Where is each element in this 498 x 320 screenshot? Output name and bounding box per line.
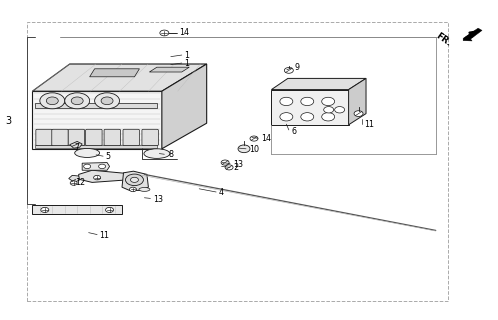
Polygon shape xyxy=(70,141,82,148)
Text: 4: 4 xyxy=(219,188,224,197)
Text: 5: 5 xyxy=(106,152,111,161)
Polygon shape xyxy=(69,175,80,182)
Circle shape xyxy=(335,107,345,113)
Text: 14: 14 xyxy=(261,134,271,143)
Text: 14: 14 xyxy=(179,28,189,37)
Text: 11: 11 xyxy=(365,120,374,129)
FancyArrowPatch shape xyxy=(466,32,475,38)
Circle shape xyxy=(301,97,314,106)
FancyBboxPatch shape xyxy=(142,129,158,146)
Polygon shape xyxy=(35,103,157,108)
Polygon shape xyxy=(32,91,162,149)
Polygon shape xyxy=(271,78,366,90)
Text: 7: 7 xyxy=(75,143,80,152)
Circle shape xyxy=(284,68,293,73)
Circle shape xyxy=(130,177,138,182)
FancyBboxPatch shape xyxy=(68,129,85,146)
Text: 9: 9 xyxy=(295,63,300,72)
Circle shape xyxy=(354,111,363,116)
Text: 2: 2 xyxy=(233,163,238,172)
Circle shape xyxy=(129,187,136,192)
Circle shape xyxy=(125,174,143,186)
Circle shape xyxy=(65,93,90,109)
Circle shape xyxy=(324,107,334,113)
Text: 6: 6 xyxy=(291,127,296,136)
Ellipse shape xyxy=(144,149,170,158)
Circle shape xyxy=(46,97,58,105)
Circle shape xyxy=(70,181,77,185)
Text: 8: 8 xyxy=(168,150,173,159)
Polygon shape xyxy=(463,28,482,41)
FancyBboxPatch shape xyxy=(123,129,139,146)
Polygon shape xyxy=(82,163,110,170)
Circle shape xyxy=(225,165,233,170)
Circle shape xyxy=(221,160,229,165)
FancyBboxPatch shape xyxy=(36,129,52,146)
Text: FR.: FR. xyxy=(434,32,453,48)
Circle shape xyxy=(106,207,114,212)
Text: 1: 1 xyxy=(184,51,189,60)
FancyBboxPatch shape xyxy=(52,129,68,146)
Text: 13: 13 xyxy=(153,195,163,204)
Circle shape xyxy=(322,97,335,106)
Circle shape xyxy=(101,97,113,105)
Text: 12: 12 xyxy=(75,178,85,187)
FancyBboxPatch shape xyxy=(104,129,121,146)
Circle shape xyxy=(280,97,293,106)
Circle shape xyxy=(40,93,65,109)
Text: 13: 13 xyxy=(233,160,243,169)
Ellipse shape xyxy=(139,188,150,191)
Polygon shape xyxy=(90,69,139,77)
Text: 10: 10 xyxy=(249,145,259,154)
Circle shape xyxy=(94,175,101,180)
Circle shape xyxy=(41,207,49,212)
Circle shape xyxy=(322,113,335,121)
Circle shape xyxy=(238,145,250,153)
Polygon shape xyxy=(122,171,148,190)
Polygon shape xyxy=(32,64,207,91)
Polygon shape xyxy=(271,90,349,125)
Polygon shape xyxy=(79,170,137,182)
Circle shape xyxy=(160,30,169,36)
Polygon shape xyxy=(162,64,207,149)
Ellipse shape xyxy=(75,148,100,157)
Text: 1: 1 xyxy=(184,59,189,68)
Circle shape xyxy=(99,164,106,169)
FancyBboxPatch shape xyxy=(86,129,102,146)
Polygon shape xyxy=(149,67,189,72)
Polygon shape xyxy=(349,78,366,125)
Circle shape xyxy=(301,113,314,121)
Text: 11: 11 xyxy=(100,231,110,240)
Circle shape xyxy=(280,113,293,121)
Circle shape xyxy=(84,164,91,169)
Circle shape xyxy=(95,93,120,109)
Circle shape xyxy=(250,136,258,141)
Polygon shape xyxy=(35,145,157,148)
Polygon shape xyxy=(32,205,122,214)
Text: 3: 3 xyxy=(5,116,11,126)
Circle shape xyxy=(71,97,83,105)
